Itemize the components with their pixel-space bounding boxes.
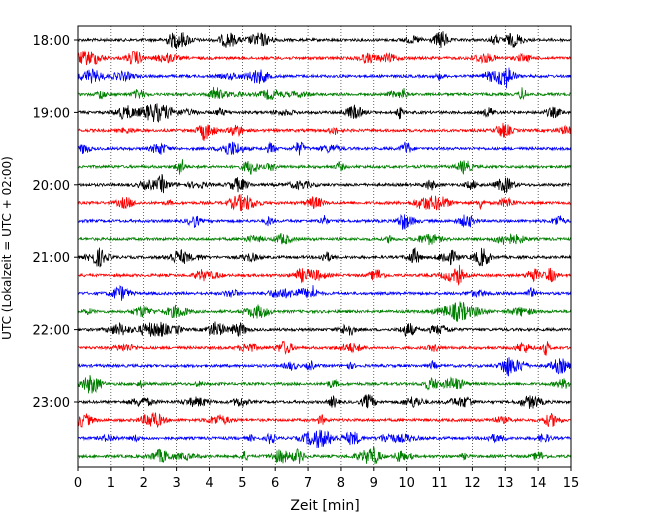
seismic-trace [77, 194, 572, 212]
seismic-trace [77, 301, 572, 322]
grid-lines [110, 26, 539, 467]
x-axis-label: Zeit [min] [290, 498, 359, 514]
seismic-trace [77, 412, 572, 428]
trace-group [77, 31, 572, 465]
x-tick-label: 0 [74, 476, 82, 491]
seismic-trace [77, 103, 572, 123]
seismic-trace [77, 122, 572, 142]
seismic-trace [77, 159, 572, 175]
seismic-trace [77, 446, 572, 465]
x-tick-label: 10 [398, 476, 415, 491]
y-tick-label: 22:00 [33, 324, 70, 339]
seismic-trace [77, 86, 572, 101]
seismic-trace [77, 141, 572, 156]
seismic-trace [77, 232, 572, 246]
x-tick-label: 3 [172, 476, 180, 491]
y-tick-label: 21:00 [33, 251, 70, 266]
x-tick-label: 2 [140, 476, 148, 491]
seismic-trace [77, 429, 572, 449]
x-tick-label: 7 [304, 476, 312, 491]
seismic-trace [77, 340, 572, 356]
seismic-trace [77, 174, 572, 194]
x-axis: 0 1 2 3 4 5 6 7 8 9 10 11 12 13 14 15 [74, 467, 579, 491]
seismic-trace [77, 284, 572, 301]
x-tick-label: 14 [530, 476, 547, 491]
seismic-trace [77, 213, 572, 230]
seismic-trace [77, 50, 572, 66]
seismic-trace [77, 67, 572, 89]
y-axis: 18:00 19:00 20:00 21:00 22:00 23:00 [33, 34, 78, 411]
y-tick-label: 19:00 [33, 106, 70, 121]
x-tick-label: 9 [370, 476, 378, 491]
seismic-trace [77, 357, 572, 377]
seismic-trace [77, 394, 572, 409]
x-tick-label: 6 [271, 476, 279, 491]
seismic-trace [77, 321, 572, 337]
y-tick-label: 18:00 [33, 34, 70, 49]
y-tick-label: 23:00 [33, 396, 70, 411]
seismic-trace [77, 247, 572, 268]
seismic-trace [77, 264, 572, 286]
x-tick-label: 1 [107, 476, 115, 491]
x-tick-label: 5 [238, 476, 246, 491]
x-tick-label: 4 [205, 476, 213, 491]
x-tick-label: 13 [497, 476, 514, 491]
plot-frame [77, 25, 572, 468]
seismic-trace [77, 375, 572, 394]
x-tick-label: 12 [464, 476, 481, 491]
x-tick-label: 11 [431, 476, 448, 491]
y-axis-label: UTC (Lokalzeit = UTC + 02:00) [0, 156, 14, 340]
x-tick-label: 8 [337, 476, 345, 491]
y-tick-label: 20:00 [33, 179, 70, 194]
x-tick-label: 15 [563, 476, 580, 491]
seismic-trace [77, 31, 572, 50]
